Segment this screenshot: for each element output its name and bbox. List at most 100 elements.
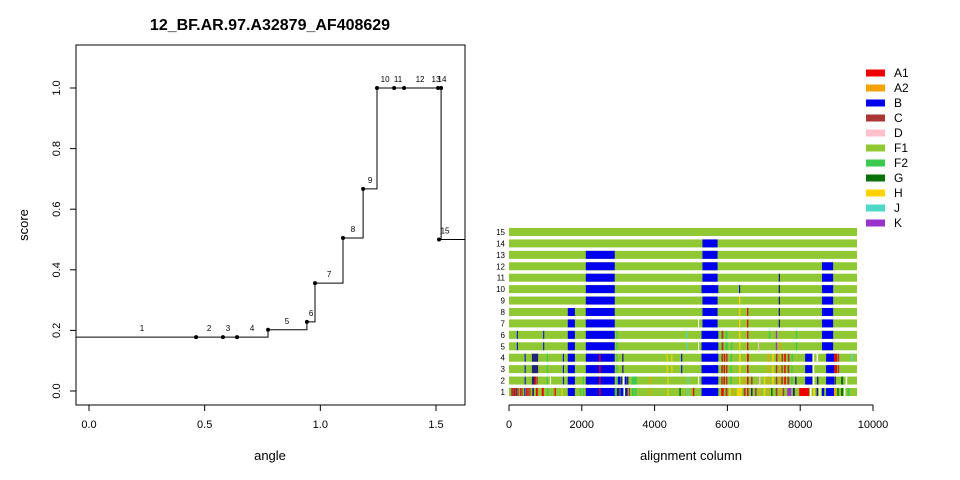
segment-B [585,307,615,316]
row-background [509,262,857,271]
segment-F2 [730,353,732,362]
segment-W [698,376,700,385]
segment-C [837,353,840,362]
segment-C [837,365,840,374]
segment-B [567,319,575,328]
segment-F2 [847,388,850,396]
segment-C [721,342,724,351]
segment-B [516,342,518,351]
segment-C [511,388,514,396]
segment-navy [626,376,629,385]
point-label-1: 1 [140,324,145,333]
segment-C [751,376,753,385]
segment-C [787,353,790,362]
segment-H [763,376,766,385]
point-label-12: 12 [416,75,425,84]
segment-H [739,353,741,362]
segment-H [812,388,815,396]
segment-F2 [546,376,548,385]
segment-H [739,342,741,351]
segment-A1 [723,353,726,362]
x-tick-label: 4000 [642,419,666,431]
segment-B [701,353,719,362]
segment-B [702,239,718,248]
bar-row-4: 4 [501,353,857,363]
legend-label-F1: F1 [894,141,908,155]
segment-F2 [616,376,618,385]
segment-B [617,376,621,385]
segment-F2 [546,365,548,374]
segment-W [812,376,815,385]
segment-navy [531,365,539,374]
segment-B [585,330,615,339]
segment-B [567,342,575,351]
point-label-2: 2 [207,324,212,333]
row-label-9: 9 [501,297,506,306]
segment-B [524,365,526,374]
segment-B [822,388,825,396]
segment-B [826,388,835,396]
segment-B [702,307,718,316]
legend-label-K: K [894,216,902,230]
segment-F2 [614,388,617,396]
segment-B [567,330,575,339]
data-point-6 [304,319,309,324]
legend-entry-K: K [866,216,902,230]
segment-navy [834,376,836,385]
segment-F2 [582,376,584,385]
row-label-5: 5 [501,342,506,351]
point-label-10: 10 [381,75,390,84]
point-label-11: 11 [394,75,403,84]
segment-C [726,353,728,362]
legend-swatch-G [866,174,885,182]
row-background [509,342,857,351]
segment-G [841,388,844,396]
row-label-13: 13 [496,251,505,260]
legend-entry-H: H [866,186,903,200]
segment-H [667,388,669,396]
x-tick-label: 6000 [715,419,739,431]
segment-B [567,388,575,396]
left-step-plot: 0.0 0.5 1.0 1.50.00.20.40.60.81.01 2 3 4567891… [51,44,466,431]
data-point-2 [194,335,199,340]
segment-B [822,319,834,328]
segment-A1 [521,388,523,396]
segment-H [671,365,673,374]
segment-A1 [784,376,786,385]
legend-entry-D: D [866,126,903,140]
segment-navy [616,388,620,396]
row-background [509,296,857,305]
segment-B [822,285,834,294]
segment-F2 [582,388,584,396]
legend-label-B: B [894,96,902,110]
segment-H [772,353,774,362]
segment-navy [515,388,517,396]
segment-F2 [725,330,728,339]
segment-navy [531,376,535,385]
segment-A2 [767,365,769,374]
segment-A2 [767,388,769,396]
row-label-4: 4 [501,354,506,363]
segment-B [567,365,575,374]
segment-navy [778,273,780,282]
segment-C [628,388,631,396]
segment-A2 [732,388,735,396]
y-tick-label: 0.0 [51,383,63,398]
segment-B [585,342,615,351]
legend-label-A1: A1 [894,66,909,80]
segment-A2 [767,376,770,385]
segment-F2 [730,376,732,385]
data-point-12 [402,86,407,90]
segment-B [739,285,741,294]
legend-swatch-H [866,189,885,197]
segment-A2 [649,388,651,396]
legend-label-H: H [894,186,903,200]
segment-C [721,330,724,339]
segment-G [771,388,773,396]
segment-B [701,376,719,385]
segment-W [812,353,815,362]
segment-F2 [768,330,771,339]
row-label-12: 12 [496,262,505,271]
legend-swatch-A1 [866,69,885,77]
segment-W [623,388,625,396]
